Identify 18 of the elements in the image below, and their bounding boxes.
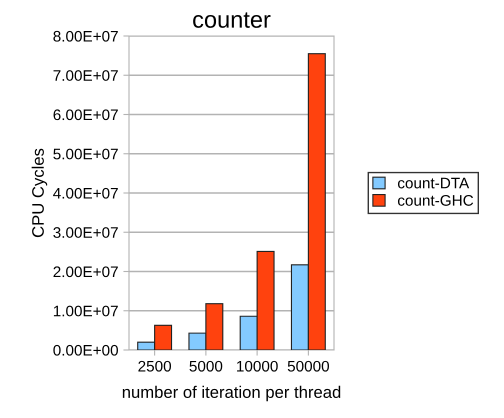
y-tick-label: 4.00E+07 <box>53 188 118 199</box>
y-tick-label: 1.00E+07 <box>54 306 118 316</box>
y-tick-label: 3.00E+07 <box>53 227 118 238</box>
y-tick-label: 8.00E+07 <box>53 30 118 42</box>
y-tick-label: 7.00E+07 <box>54 70 118 81</box>
y-axis-title: CPU Cycles <box>32 148 48 238</box>
y-tick-label: 6.00E+07 <box>54 109 118 120</box>
y-tick-label: 2.00E+07 <box>54 266 118 278</box>
chart-title: counter <box>193 12 270 28</box>
x-axis-title: number of iteration per thread <box>122 386 340 402</box>
legend-label: count-GHC <box>398 195 474 206</box>
legend-label: count-DTA <box>398 178 470 188</box>
x-tick-label: 5000 <box>189 360 222 372</box>
x-tick-label: 10000 <box>237 360 278 372</box>
y-tick-label: 5.00E+07 <box>53 148 118 160</box>
x-tick-label: 2500 <box>138 360 172 372</box>
x-tick-label: 50000 <box>288 360 330 372</box>
y-tick-label: 0.00E+00 <box>53 344 118 356</box>
